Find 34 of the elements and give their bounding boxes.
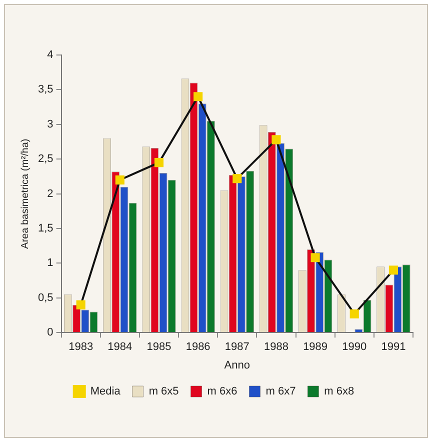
x-tick-label: 1987 <box>224 341 250 354</box>
point <box>310 253 320 262</box>
y-tick-label: 4 <box>47 49 54 62</box>
x-tick-label: 1983 <box>68 341 94 354</box>
y-tick-label: 3 <box>47 118 54 130</box>
y-tick-label: 3,5 <box>38 84 54 96</box>
y-tick-label: 1,5 <box>38 222 54 235</box>
point <box>350 309 359 318</box>
y-tick-label: 1 <box>47 257 54 270</box>
point <box>232 174 242 184</box>
point <box>272 135 281 144</box>
legend-label: m 6x8 <box>324 386 354 398</box>
x-tick-label: 1984 <box>108 341 132 354</box>
legend-label: m 6x5 <box>148 386 179 398</box>
x-tick-label: 1988 <box>264 341 288 354</box>
x-tick-label: 1985 <box>146 341 172 354</box>
legend-label: m 6x6 <box>207 386 238 398</box>
x-tick-label: 1989 <box>303 341 328 354</box>
y-tick-label: 0 <box>47 326 54 339</box>
y-tick-label: 0,5 <box>38 292 54 304</box>
y-axis-title: Area basimetrica (m²/ha) <box>20 138 31 249</box>
legend-label: Media <box>90 386 122 398</box>
x-tick-label: 1991 <box>381 341 406 354</box>
y-tick-label: 2 <box>47 188 54 200</box>
point <box>194 92 203 102</box>
point <box>154 158 164 168</box>
y-tick-label: 2,5 <box>38 153 54 166</box>
point <box>115 175 124 184</box>
x-axis-title: Anno <box>224 359 250 372</box>
point <box>388 266 398 275</box>
x-tick-label: 1990 <box>342 341 367 354</box>
point <box>76 300 86 310</box>
x-tick-label: 1986 <box>186 341 210 354</box>
legend-label: m 6x7 <box>266 386 296 398</box>
